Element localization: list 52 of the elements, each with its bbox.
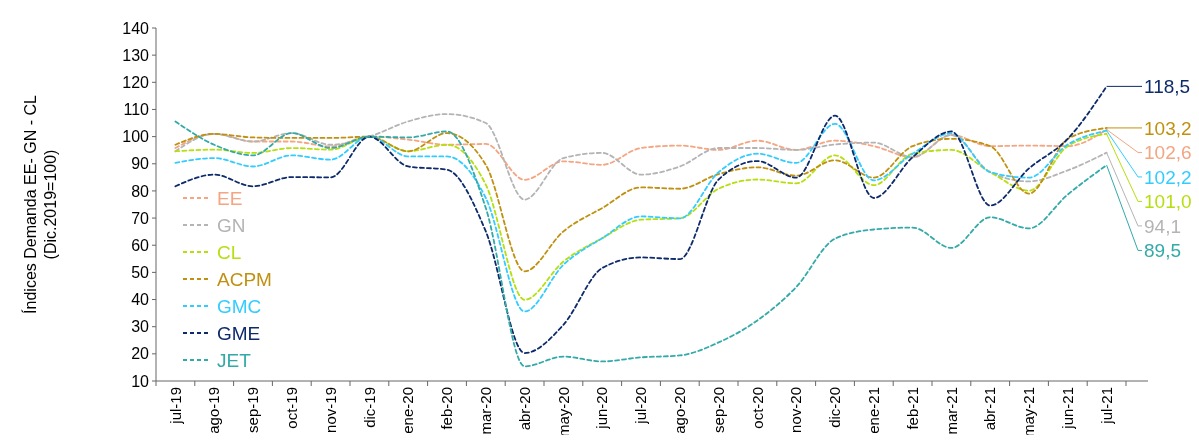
x-tick-label: oct-20 [748,387,766,429]
x-tick-label: abr-21 [981,387,999,431]
x-tick-label: feb-21 [903,387,921,430]
y-tick-label: 30 [131,318,150,336]
legend-label: GN [217,214,246,236]
data-label: 102,6 [1144,142,1192,164]
data-label: 94,1 [1144,215,1181,237]
data-label: 103,2 [1144,117,1192,139]
y-tick-label: 120 [122,73,150,91]
data-label: 102,2 [1144,166,1192,188]
x-tick-label: feb-20 [438,387,456,430]
x-tick-label: ene-21 [865,387,883,434]
y-axis-title: Índices Demanda EE- GN - CL (Dic.2019=100) [21,95,59,314]
x-tick-label: jun-20 [593,387,611,430]
legend-label: EE [217,187,243,209]
x-tick-label: abr-20 [515,387,533,431]
x-tick-label: mar-20 [477,387,495,435]
data-label: 89,5 [1144,240,1181,262]
legend-label: CL [217,241,242,263]
x-tick-label: mar-21 [942,387,960,435]
x-tick-label: sep-20 [709,387,727,433]
y-tick-label: 40 [131,291,150,309]
data-label: 118,5 [1144,76,1191,98]
y-tick-label: 90 [131,155,150,173]
x-tick-label: oct-19 [283,387,301,429]
x-tick-label: nov-20 [787,387,805,433]
x-tick-label: dic-19 [360,387,378,428]
x-tick-label: sep-19 [244,387,262,433]
x-tick-label: jun-21 [1059,387,1077,430]
legend-label: ACPM [217,268,272,290]
y-tick-label: 100 [122,128,150,146]
x-tick-label: nov-19 [321,387,339,433]
y-tick-label: 70 [131,209,150,227]
y-tick-label: 110 [123,101,150,119]
y-tick-label: 130 [122,46,150,64]
x-tick-label: ene-20 [399,387,417,434]
legend-label: GMC [217,295,262,317]
data-label: 101,0 [1144,191,1192,213]
y-tick-label: 60 [131,236,150,254]
x-tick-label: jul-20 [632,387,650,425]
x-tick-label: dic-20 [826,387,844,428]
y-tick-label: 80 [131,182,150,200]
x-tick-label: jul-19 [166,387,184,425]
y-tick-label: 20 [131,345,150,363]
y-tick-label: 10 [131,372,150,390]
legend-label: GME [217,322,261,344]
y-tick-label: 50 [131,263,150,281]
x-tick-label: jul-21 [1097,387,1115,425]
y-tick-label: 140 [122,19,150,37]
x-tick-label: ago-19 [205,387,223,434]
x-tick-label: ago-20 [671,387,689,434]
legend-label: JET [217,349,252,371]
